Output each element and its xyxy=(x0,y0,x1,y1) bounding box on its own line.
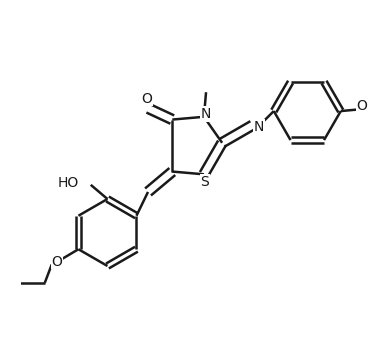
Text: O: O xyxy=(357,99,367,114)
Text: N: N xyxy=(200,107,211,121)
Text: O: O xyxy=(52,255,62,269)
Text: HO: HO xyxy=(57,176,78,190)
Text: O: O xyxy=(141,92,152,106)
Text: N: N xyxy=(254,120,264,134)
Text: S: S xyxy=(200,175,209,189)
